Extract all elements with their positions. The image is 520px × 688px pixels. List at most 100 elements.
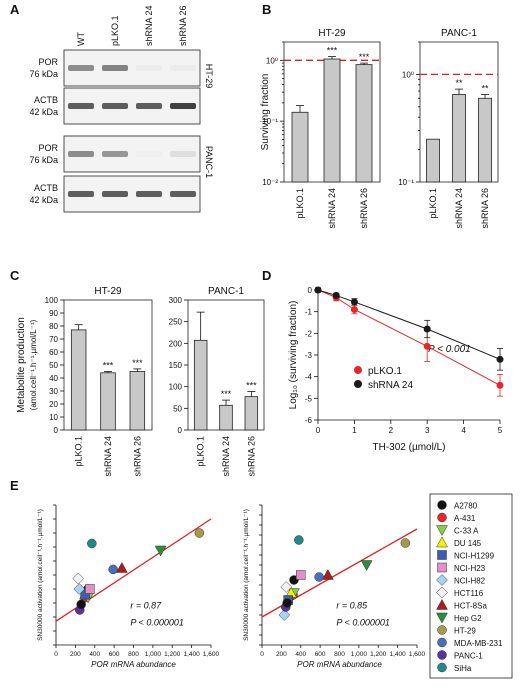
- y-axis-label: Metabolite production: [16, 317, 27, 413]
- y-tick-label: 80: [49, 322, 58, 331]
- bar: [100, 372, 116, 431]
- data-point: [423, 325, 431, 333]
- legend-label: NCI-H23: [454, 564, 486, 573]
- lane-label: shRNA 24: [144, 5, 154, 46]
- significance-stars: ***: [221, 389, 232, 399]
- bar: [193, 339, 208, 431]
- data-point: [154, 545, 167, 557]
- blot-band: [102, 103, 128, 109]
- y-tick-label: 150: [169, 361, 183, 370]
- x-tick-label: 1: [352, 426, 357, 435]
- blot-band: [170, 151, 196, 157]
- significance-stars: **: [455, 78, 463, 88]
- data-point: [108, 564, 118, 575]
- chart-title: PANC-1: [208, 286, 244, 297]
- legend-marker: [437, 550, 447, 560]
- significance-stars: **: [481, 84, 489, 94]
- blot-band: [170, 65, 196, 71]
- y-tick-label: 10⁻²: [262, 178, 278, 187]
- y-tick-label: 50: [173, 404, 182, 413]
- x-category-label: pLKO.1: [74, 436, 84, 467]
- legend-marker: [437, 500, 447, 510]
- legend-marker: [437, 512, 447, 523]
- x-tick-label: 3: [425, 426, 430, 435]
- data-point: [115, 561, 128, 573]
- data-point: [350, 306, 358, 313]
- y-tick-label: -1: [305, 308, 313, 317]
- y-tick-label: 10⁻¹: [398, 178, 414, 187]
- legend-marker: [437, 662, 447, 673]
- y-axis-label: Surviving fraction: [260, 74, 271, 151]
- blot-band: [102, 65, 128, 71]
- y-tick-label: -4: [305, 373, 313, 382]
- blot-cell-line-label: HT-29: [204, 64, 214, 89]
- x-tick-label: 200: [276, 651, 287, 658]
- data-point: [296, 570, 306, 580]
- x-category-label: shRNA 24: [103, 436, 113, 477]
- blot-cell-line-label: PANC-1: [204, 146, 214, 178]
- y-tick-label: 70: [49, 335, 58, 344]
- legend-marker: [437, 625, 447, 635]
- legend-label: HT-29: [454, 627, 476, 636]
- data-point: [76, 599, 86, 610]
- legend-label: Hep G2: [454, 614, 482, 623]
- x-category-label: shRNA 24: [454, 188, 464, 229]
- x-tick-label: 0: [316, 426, 321, 435]
- x-axis-label: POR mRNA abundance: [91, 660, 176, 669]
- bar: [323, 58, 341, 183]
- legend-marker: [437, 637, 447, 648]
- blot-protein-label: POR: [38, 57, 58, 67]
- x-tick-label: 600: [315, 651, 326, 658]
- legend-label: NCI-H82: [454, 577, 486, 586]
- y-tick-label: 0: [178, 426, 183, 435]
- data-point: [87, 538, 97, 549]
- data-point: [280, 581, 293, 593]
- y-tick-label: 300: [169, 296, 183, 305]
- y-tick-label: 10⁻¹: [262, 117, 278, 126]
- legend-label: HCT-8Sa: [454, 602, 487, 611]
- bar: [291, 111, 309, 183]
- x-category-label: shRNA 26: [480, 188, 490, 229]
- data-point: [278, 609, 291, 621]
- data-point: [72, 572, 85, 585]
- blot-band: [170, 103, 196, 109]
- x-category-label: shRNA 26: [246, 436, 256, 477]
- x-tick-label: 0: [260, 651, 264, 658]
- blot-size-label: 42 kDa: [29, 195, 58, 205]
- panel-label-d: D: [262, 268, 271, 283]
- y-tick-label: 40: [49, 374, 58, 383]
- y-tick-label: -2: [305, 329, 313, 338]
- data-point: [282, 598, 292, 608]
- panel-label-e: E: [10, 478, 19, 493]
- data-point: [314, 286, 322, 294]
- y-tick-label: 50: [49, 361, 58, 370]
- y-tick-label: 250: [169, 318, 183, 327]
- blot-protein-label: ACTB: [34, 95, 58, 105]
- series-line: [317, 289, 501, 360]
- data-point: [314, 572, 324, 582]
- x-tick-label: 0: [54, 651, 58, 658]
- x-tick-label: 1,400: [183, 651, 200, 658]
- bar: [70, 329, 87, 431]
- x-tick-label: 1,000: [145, 651, 162, 658]
- x-tick-label: 1,000: [351, 651, 368, 658]
- lane-label: pLKO.1: [110, 15, 120, 46]
- legend-label: HCT116: [454, 589, 484, 598]
- blot-band: [68, 65, 94, 71]
- chart-title: PANC-1: [441, 28, 477, 39]
- legend-label: C-33 A: [454, 527, 479, 536]
- r-value: r = 0.87: [130, 601, 162, 611]
- legend-label: MDA-MB-231: [454, 639, 503, 648]
- blot-band: [102, 191, 128, 197]
- x-tick-label: 1,200: [370, 651, 387, 658]
- x-category-label: shRNA 24: [327, 188, 337, 229]
- blot-band: [68, 151, 94, 157]
- x-tick-label: 800: [334, 651, 345, 658]
- data-point: [80, 589, 90, 600]
- legend-marker: [436, 586, 448, 599]
- x-tick-label: 600: [109, 651, 120, 658]
- data-point: [496, 381, 504, 389]
- legend-label: PANC-1: [454, 652, 483, 661]
- significance-stars: ***: [359, 52, 370, 62]
- bar: [219, 404, 233, 431]
